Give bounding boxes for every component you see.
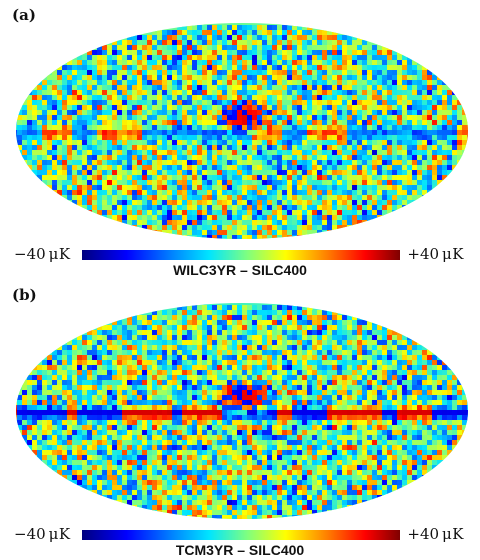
scale-min-label-a: −40 μK (14, 245, 71, 263)
panel-label-a: (a) (12, 6, 36, 24)
colorbar-a (82, 250, 400, 260)
map-panel-b: (b) −40 μK +40 μK TCM3YR – SILC400 (0, 280, 480, 560)
mollweide-map-a (16, 23, 468, 239)
map-panel-a: (a) −40 μK +40 μK WILC3YR – SILC400 (0, 6, 480, 278)
scale-max-label-a: +40 μK (407, 245, 464, 263)
map-caption-b: TCM3YR – SILC400 (175, 542, 305, 558)
scale-max-label-b: +40 μK (407, 525, 464, 543)
color-scale-b: −40 μK +40 μK (0, 525, 480, 544)
color-scale-a: −40 μK +40 μK (0, 245, 480, 264)
mollweide-map-b (16, 303, 468, 519)
sky-map-b (12, 300, 472, 522)
scale-min-label-b: −40 μK (14, 525, 71, 543)
colorbar-b (82, 530, 400, 540)
sky-map-a (12, 20, 472, 242)
map-caption-a: WILC3YR – SILC400 (173, 262, 307, 278)
panel-label-b: (b) (12, 286, 37, 304)
